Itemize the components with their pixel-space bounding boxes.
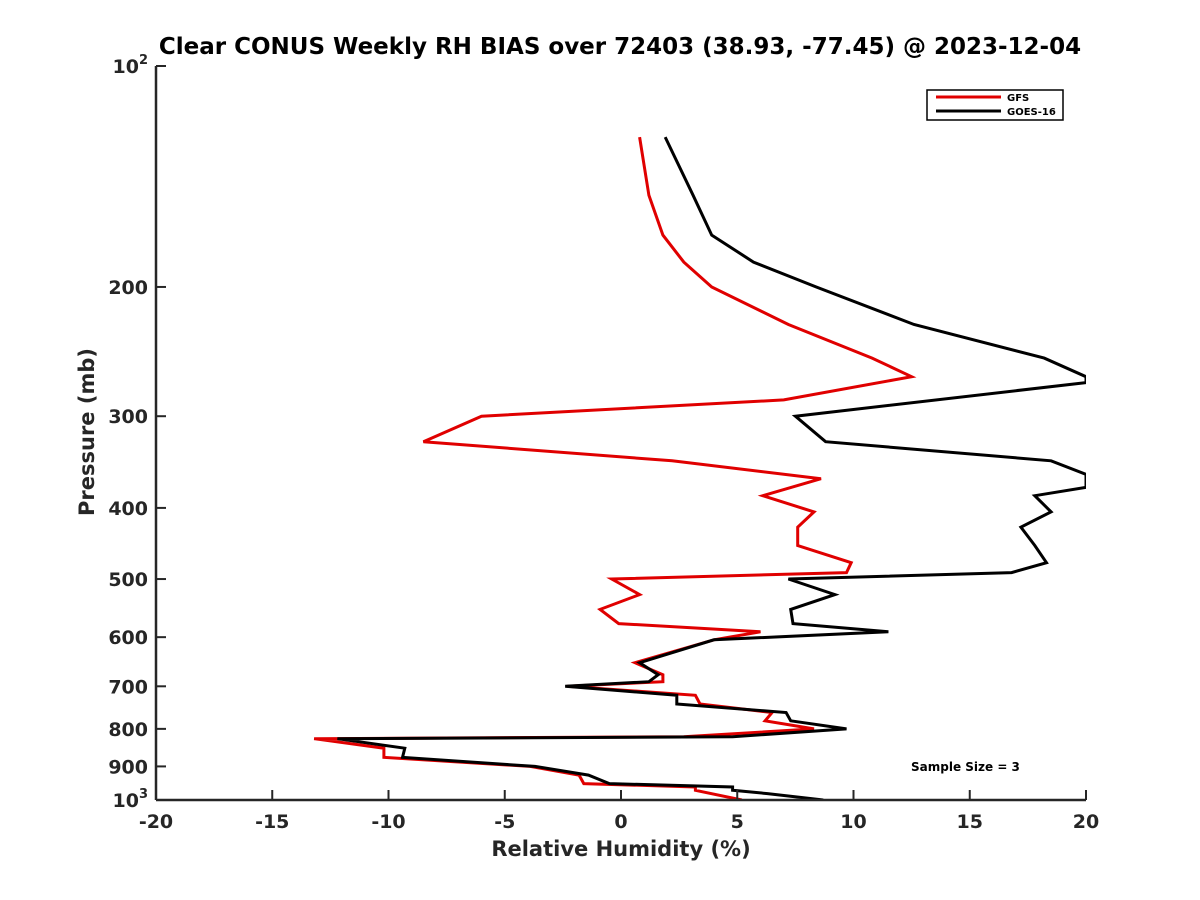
x-tick-label: -15: [255, 811, 289, 833]
y-tick-label: 500: [108, 569, 148, 591]
y-tick-label: 900: [108, 756, 148, 778]
x-tick-label: -10: [371, 811, 405, 833]
plot-area: -20 -15 -10 -5 0 5 10 15 20 102 200 300 400 500 600 700…: [108, 53, 1099, 833]
y-tick-label: 102: [113, 53, 149, 78]
x-tick-label: 15: [957, 811, 983, 833]
sample-size-note: Sample Size = 3: [911, 760, 1020, 774]
y-tick-label: 800: [108, 719, 148, 741]
legend-box: [926, 89, 1064, 121]
y-tick-label: 103: [113, 787, 149, 812]
x-tick-label: 10: [840, 811, 866, 833]
y-tick-label: 200: [108, 277, 148, 299]
y-tick-label: 400: [108, 498, 148, 520]
x-tick-label: -20: [139, 811, 173, 833]
x-tick-label: 5: [731, 811, 744, 833]
legend-label-goes-16: GOES-16: [1007, 107, 1056, 118]
y-tick-label: 300: [108, 406, 148, 428]
y-tick-label: 700: [108, 676, 148, 698]
x-tick-label: 20: [1073, 811, 1099, 833]
x-axis-label: Relative Humidity (%): [491, 837, 750, 861]
series-line-goes-16: [337, 136, 1086, 800]
series-line-gfs: [313, 136, 917, 800]
legend-label-gfs: GFS: [1007, 93, 1029, 104]
chart-title: Clear CONUS Weekly RH BIAS over 72403 (3…: [159, 34, 1081, 60]
legend: GFS GOES-16: [926, 89, 1064, 121]
y-tick-label: 600: [108, 627, 148, 649]
x-tick-label: -5: [494, 811, 515, 833]
x-tick-label: 0: [614, 811, 627, 833]
y-axis-label: Pressure (mb): [75, 348, 99, 516]
